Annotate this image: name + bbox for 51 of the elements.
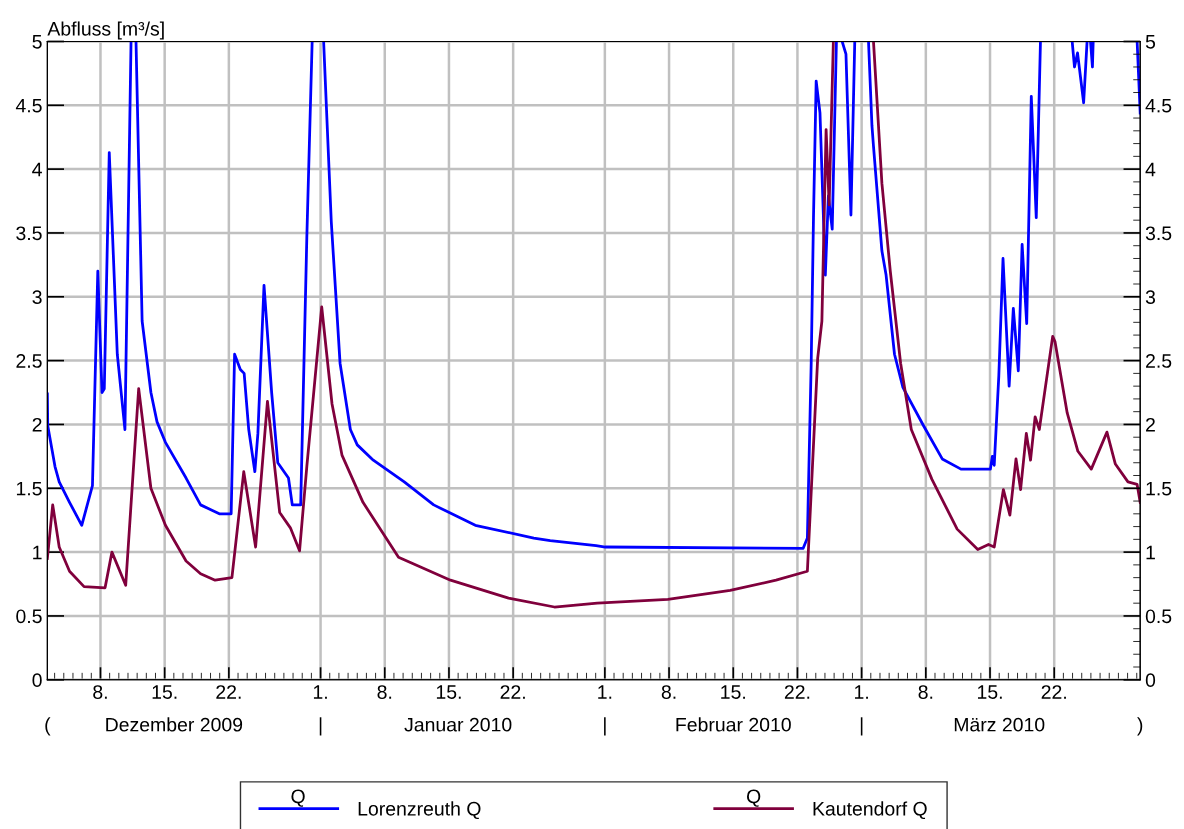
x2-tick-label: ) [1137,717,1143,736]
x2-tick-label: | [604,717,606,736]
y-tick-label: 2.5 [16,354,42,368]
y2-tick-label: 3.5 [1145,226,1172,241]
x2-tick-label: Februar 2010 [676,717,791,732]
y2-tick-label: 1.5 [1146,481,1172,496]
x-tick-label: 8. [661,685,676,699]
y2-tick-label: 2 [1146,417,1155,432]
x-tick-label: 8. [377,685,392,699]
x-tick-label: 22. [1041,685,1066,699]
x2-tick-label: Dezember 2009 [106,717,243,732]
legend-label: Lorenzreuth Q [358,801,481,820]
x-tick-label: 15. [977,685,1002,699]
x-tick-label: 8. [93,685,107,699]
y-tick-label: 5 [32,35,42,49]
y-tick-label: 2 [32,417,42,432]
y2-tick-label: 1 [1146,545,1155,560]
y-tick-label: 4.5 [15,98,42,113]
y-tick-label: 0.5 [16,609,42,624]
y2-tick-label: 3 [1145,290,1156,305]
text: Q [291,789,305,807]
x-tick-label: 15. [721,685,745,699]
y-tick-label: 1 [33,545,42,560]
x2-tick-label: | [860,717,863,736]
x-tick-label: 22. [784,685,810,699]
y2-tick-label: 5 [1145,35,1156,49]
y-tick-label: 0 [32,673,42,688]
x-tick-label: 15. [436,685,461,699]
y2-tick-label: 4.5 [1145,98,1172,113]
y-tick-label: 3.5 [16,226,42,241]
text: Q [747,789,761,807]
x-tick-label: 1. [313,685,327,699]
y-tick-label: 1.5 [16,481,42,496]
y-tick-label: 3 [32,290,42,305]
x-tick-label: 22. [216,685,241,699]
x-tick-label: 8. [918,685,933,699]
legend-label: Kautendorf Q [813,801,927,820]
x2-tick-label: ( [45,717,51,736]
x-tick-label: 1. [855,685,868,699]
y-axis-title: Abfluss [m³/s] [47,21,164,40]
x-tick-label: 22. [500,685,525,699]
y2-tick-label: 2.5 [1146,354,1172,368]
x-tick-label: 1. [598,685,612,699]
y2-tick-label: 0.5 [1145,609,1172,624]
y2-tick-label: 0 [1145,673,1156,688]
x-tick-label: 15. [152,685,177,699]
x2-tick-label: Januar 2010 [404,717,512,732]
y-tick-label: 4 [32,162,42,177]
y2-tick-label: 4 [1145,162,1156,177]
x2-tick-label: März 2010 [954,717,1045,732]
x2-tick-label: | [319,717,322,736]
